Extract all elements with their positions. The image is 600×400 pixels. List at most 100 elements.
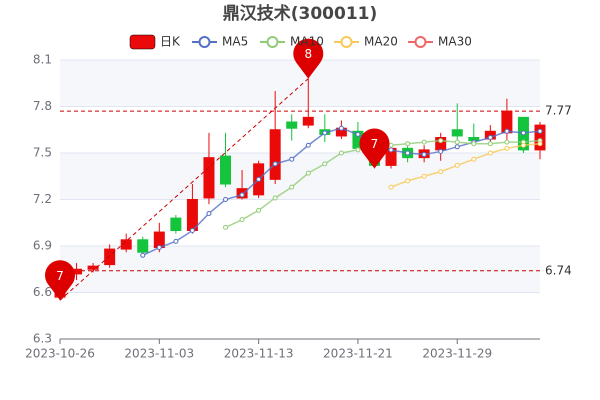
ma-point (223, 224, 229, 230)
candle-body (451, 129, 463, 137)
ma-point (421, 173, 427, 179)
ma-point (256, 207, 262, 213)
x-tick-label: 2023-11-21 (323, 347, 393, 361)
ma-point (355, 131, 361, 137)
ma-point (338, 125, 344, 131)
ma-point (438, 138, 444, 144)
y-tick-label: 6.6 (33, 285, 52, 299)
ma-point (140, 252, 146, 258)
x-tick-label: 2023-10-26 (25, 347, 95, 361)
candle-body (104, 248, 116, 266)
grid-band (60, 199, 540, 246)
legend-icon (129, 34, 156, 50)
ma-point (289, 184, 295, 190)
ma-point (388, 142, 394, 148)
ma-point (487, 150, 493, 156)
candle-body (220, 155, 232, 185)
ma-point (239, 217, 245, 223)
ma-point (454, 144, 460, 150)
ma-point (537, 141, 543, 147)
legend-icon (414, 36, 427, 48)
grid-band (60, 292, 540, 339)
mark-pin (44, 260, 75, 301)
ma-point (239, 192, 245, 198)
candle-body (87, 265, 99, 270)
candle-body (203, 157, 215, 199)
legend-label: MA20 (364, 35, 398, 49)
y-tick-label: 6.3 (33, 332, 52, 346)
ma-point (189, 228, 195, 233)
x-tick-label: 2023-11-03 (124, 347, 194, 361)
grid-band (60, 60, 540, 107)
mark-pin-label: 7 (371, 137, 379, 151)
legend-icon (340, 36, 353, 48)
legend-icon (266, 36, 279, 48)
ma-point (421, 152, 427, 158)
candle-body (534, 124, 546, 151)
mark-pin (293, 38, 324, 79)
x-tick-label: 2023-11-13 (224, 347, 294, 361)
ma-point (405, 141, 411, 147)
ma-point (454, 139, 460, 145)
legend-label: MA5 (222, 35, 248, 49)
ma-point (421, 139, 427, 145)
ma-point (388, 147, 394, 153)
ma-point (338, 150, 344, 156)
y-tick-label: 7.5 (33, 146, 52, 160)
candle-body (269, 129, 281, 180)
mark-line-label: 6.74 (545, 263, 572, 277)
mark-pin-label: 7 (56, 269, 64, 283)
mark-pin (359, 128, 390, 169)
x-tick-label: 2023-11-29 (422, 347, 492, 361)
candle-body (302, 116, 314, 126)
ma-point (305, 170, 311, 176)
ma-point (520, 130, 526, 136)
chart-title: 鼎汉技术(300011) (223, 3, 378, 24)
ma-point (487, 135, 493, 140)
ma-point (471, 156, 477, 162)
legend-label: MA10 (290, 35, 324, 49)
ma-point (322, 130, 328, 136)
ma-point (454, 162, 460, 168)
ma-point (156, 245, 162, 251)
ma-point (272, 161, 278, 167)
grid-band (60, 153, 540, 200)
grid-band (60, 106, 540, 153)
ma-point (272, 195, 278, 201)
ma-point (289, 156, 295, 162)
mark-pin-label: 8 (304, 47, 312, 61)
candle-body (170, 217, 182, 232)
ma-point (206, 210, 212, 216)
candle-body (286, 121, 298, 129)
ma-point (322, 161, 328, 167)
ma-point (471, 141, 477, 147)
ma-point (438, 169, 444, 175)
y-tick-label: 7.8 (33, 99, 52, 113)
y-tick-label: 6.9 (33, 239, 52, 253)
ma-point (487, 141, 493, 147)
ma-point (520, 142, 526, 148)
ma-point (256, 176, 262, 182)
legend-label: 日K (160, 35, 181, 49)
ma-line (390, 142, 541, 188)
legend-label: MA30 (438, 35, 472, 49)
ma-point (504, 128, 510, 134)
mark-line-label: 7.77 (545, 104, 572, 118)
ma-point (405, 178, 411, 184)
ma-point (223, 197, 229, 202)
ma-point (355, 147, 361, 153)
candle-body (137, 239, 149, 253)
ma-point (305, 142, 311, 148)
ma-point (504, 139, 510, 145)
ma-point (504, 145, 510, 151)
legend-icon (198, 36, 211, 48)
ma-point (537, 128, 543, 134)
ma-point (388, 184, 394, 190)
grid-band (60, 246, 540, 293)
ma-point (173, 238, 179, 244)
y-tick-label: 7.2 (33, 192, 52, 206)
ma-point (405, 150, 411, 156)
ma-point (438, 148, 444, 154)
y-tick-label: 8.1 (33, 53, 52, 67)
